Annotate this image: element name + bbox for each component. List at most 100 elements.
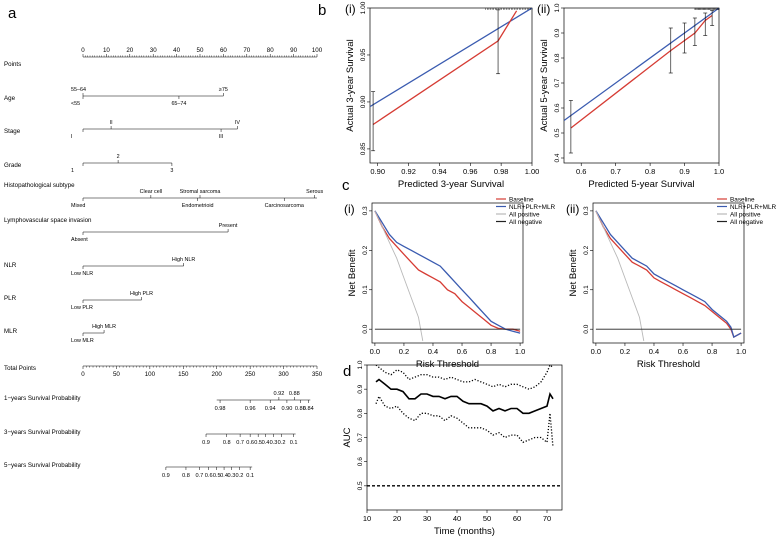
points-tick-label: 0 [81,47,85,54]
row-label-lvsi: Lymphovascular space invasion [4,217,92,224]
x-tick-label: 1.0 [714,167,724,176]
x-axis-title: Predicted 3-year Survival [398,179,504,190]
x-tick-label: 0.94 [432,167,447,176]
sublabel-c-ii: (ii) [566,202,579,216]
x-tick-label: 0.6 [457,347,467,356]
points-tick-label: 100 [312,47,323,54]
level-label-plr: Low PLR [71,305,93,311]
level-label-stage: IV [235,120,240,126]
plot-frame [366,364,563,511]
points-tick-label: 20 [126,47,133,54]
sublabel-c-i: (i) [344,202,355,216]
y-tick-label: 1.0 [357,360,364,369]
x-axis-title: Time (months) [434,526,495,536]
series-line-auc [375,378,554,415]
total-points-tick-label: 50 [113,371,120,378]
y-tick-label: 0.4 [554,153,561,162]
survival-tick-label-5yr: 0.9 [162,473,170,479]
total-points-tick-label: 300 [278,371,289,378]
plot-frame [369,7,533,164]
y-tick-label: 0.95 [360,48,367,61]
survival-tick-label-3yr: 0.1 [290,440,298,446]
y-tick-label: 1.0 [554,3,561,12]
y-tick-label: 0.0 [362,324,369,333]
y-tick-label: 0.8 [357,408,364,417]
y-tick-label: 0.90 [360,95,367,108]
x-tick-label: 0.2 [399,347,409,356]
total-points-tick-label: 350 [312,371,323,378]
level-label-grade: 1 [71,168,74,174]
row-label-points: Points [4,61,21,68]
level-label-mlr: High MLR [92,324,116,330]
level-label-lvsi: Absent [71,237,88,243]
sublabel-b-ii: (ii) [537,2,550,16]
survival-tick-label-5yr: 0.3 [228,473,236,479]
x-tick-label: 1.00 [525,167,540,176]
y-tick-label: 0.1 [362,285,369,294]
level-label-subtype: Mixed [71,203,85,209]
total-points-tick-label: 0 [81,371,85,378]
y-axis-title: Actual 5-year Survival [539,39,550,131]
y-tick-label: 0.85 [360,142,367,155]
level-label-subtype: Stromal sarcoma [180,189,221,195]
x-tick-label: 0.6 [576,167,586,176]
legend-label: NLR+PLR+MLR [730,204,777,211]
points-tick-label: 50 [197,47,204,54]
survival-tick-label-3yr: 0.6 [246,440,254,446]
panel-letter-a: a [8,5,17,22]
survival-tick-label-3yr: 0.3 [270,440,278,446]
level-label-lvsi: Present [219,223,238,229]
x-axis-title: Risk Threshold [416,359,479,370]
survival-tick-label-1yr: 0.88 [289,391,300,397]
total-points-tick-label: 250 [245,371,256,378]
row-label-grade: Grade [4,162,22,169]
level-label-age: <55 [71,101,80,107]
survival-tick-label-1yr: 0.86 [295,406,306,412]
x-tick-label: 0.9 [679,167,689,176]
level-label-age: 65–74 [171,101,186,107]
panel-letter-b: b [318,2,326,19]
row-label-plr: PLR [4,295,17,302]
y-tick-label: 1.00 [360,1,367,14]
plot-frame [592,202,745,344]
x-tick-label: 0.96 [463,167,478,176]
survival-tick-label-3yr: 0.9 [202,440,210,446]
x-tick-label: 50 [483,514,491,523]
x-tick-label: 20 [393,514,401,523]
row-label-total-points: Total Points [4,365,36,372]
time-auc-panel: 10 20 30 40 50 60 70 0.5 0.6 0.7 0.8 0.9 1.0 Time (mo… [342,360,563,536]
y-tick-label: 0.5 [357,481,364,490]
series-line-ideal [370,8,532,108]
y-tick-label: 0.0 [583,324,590,333]
level-label-nlr: High NLR [172,257,195,263]
survival-tick-label-5yr: 0.4 [220,473,228,479]
legend-label: NLR+PLR+MLR [509,204,556,211]
x-tick-label: 0.90 [370,167,385,176]
survival-tick-label-1yr: 0.96 [245,406,256,412]
x-tick-label: 1.0 [515,347,525,356]
total-points-tick-label: 100 [145,371,156,378]
series-line-baseline [374,210,521,332]
plot-frame [563,7,720,164]
series-line-ideal [564,8,719,122]
level-label-subtype: Serous [306,189,323,195]
x-tick-label: 0.8 [645,167,655,176]
survival-tick-label-3yr: 0.2 [278,440,286,446]
level-label-subtype: Endometrioid [182,203,214,209]
x-tick-label: 0.8 [486,347,496,356]
y-tick-label: 0.1 [583,285,590,294]
total-points-tick-label: 200 [212,371,223,378]
x-axis-title: Risk Threshold [637,359,700,370]
y-tick-label: 0.6 [554,103,561,112]
row-label-stage: Stage [4,128,21,135]
points-tick-label: 90 [290,47,297,54]
series-line-all-positive [595,210,645,342]
survival-tick-label-5yr: 0.1 [246,473,254,479]
row-label-survival-3yr: 3−years Survival Probability [4,429,81,436]
level-label-subtype: Clear cell [140,189,162,195]
y-axis-title: AUC [342,427,353,447]
x-tick-label: 70 [543,514,551,523]
series-line-upper-ci [375,365,554,390]
